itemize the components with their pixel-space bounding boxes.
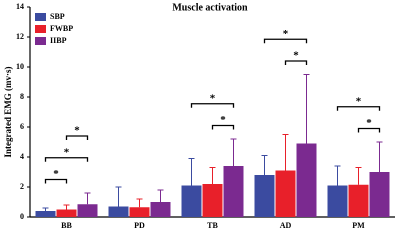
bar <box>108 206 129 217</box>
significance-label: * <box>283 28 289 40</box>
significance-label: * <box>366 117 372 129</box>
legend-label: SBP <box>50 12 65 21</box>
legend-swatch <box>35 25 46 33</box>
error-bar <box>355 167 362 185</box>
bar <box>181 185 202 217</box>
bar <box>369 172 390 217</box>
bar <box>296 143 317 217</box>
significance-bracket <box>44 157 89 162</box>
significance-label: * <box>210 92 216 104</box>
x-tick-label: PD <box>134 221 145 230</box>
y-tick-label: 14 <box>16 2 24 11</box>
bar <box>327 185 348 217</box>
y-tick-label: 8 <box>20 92 24 101</box>
y-tick-label: 2 <box>20 182 24 191</box>
bar <box>56 209 77 217</box>
bar <box>275 170 296 217</box>
error-bar <box>261 155 268 175</box>
significance-bracket <box>44 178 68 184</box>
legend-swatch <box>35 37 46 45</box>
bar <box>129 207 150 217</box>
y-tick-label: 4 <box>20 152 24 161</box>
y-tick-label: 6 <box>20 122 24 131</box>
significance-bracket <box>357 127 381 133</box>
error-bar <box>282 134 289 171</box>
significance-bracket <box>190 103 235 108</box>
significance-bracket <box>263 38 308 44</box>
bar <box>35 211 56 217</box>
error-bar <box>303 74 310 144</box>
x-tick-label: AD <box>280 221 292 230</box>
significance-bracket <box>284 60 308 65</box>
legend-swatch <box>35 13 46 21</box>
significance-label: * <box>64 146 70 158</box>
x-tick-label: TB <box>207 221 218 230</box>
error-bar <box>376 141 383 172</box>
significance-label: * <box>53 168 59 180</box>
significance-label: * <box>74 125 80 137</box>
chart-title: Muscle activation <box>172 2 248 13</box>
error-bar <box>63 204 70 210</box>
error-bar <box>188 158 195 186</box>
error-bar <box>115 186 122 207</box>
significance-bracket <box>336 106 381 111</box>
y-tick-label: 12 <box>16 32 24 41</box>
y-tick-label: 0 <box>20 212 24 221</box>
error-bar <box>334 165 341 186</box>
legend-label: FWBP <box>50 24 73 33</box>
y-axis-label: Integrated EMG (mv·s) <box>3 67 13 158</box>
error-bar <box>42 207 49 211</box>
bar <box>254 175 275 217</box>
error-bar <box>136 198 143 208</box>
chart: Muscle activation Integrated EMG (mv·s) … <box>3 2 395 230</box>
significance-label: * <box>293 50 299 62</box>
y-tick-label: 10 <box>16 62 24 71</box>
significance-bracket <box>65 135 89 140</box>
bar <box>150 202 171 217</box>
error-bar <box>84 192 91 205</box>
error-bar <box>209 167 216 184</box>
bar <box>77 204 98 217</box>
x-tick-label: BB <box>61 221 72 230</box>
bar <box>348 184 369 217</box>
significance-label: * <box>220 114 226 126</box>
significance-label: * <box>356 95 362 107</box>
significance-bracket <box>211 124 235 130</box>
bar <box>202 184 223 217</box>
error-bar <box>230 138 237 166</box>
bar <box>223 166 244 217</box>
error-bar <box>157 189 164 202</box>
x-tick-label: PM <box>352 221 365 230</box>
legend-label: IIBP <box>50 36 67 45</box>
